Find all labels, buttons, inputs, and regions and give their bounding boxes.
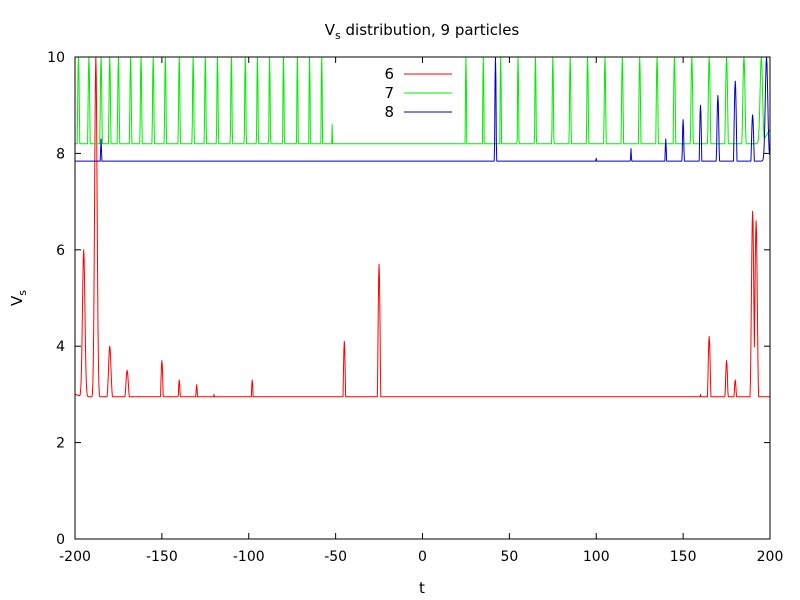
x-tick-label: -100	[233, 549, 265, 565]
y-tick-label: 2	[56, 436, 65, 452]
series-7-line	[75, 57, 770, 145]
x-tick-label: 150	[670, 549, 697, 565]
y-tick-label: 8	[56, 146, 65, 162]
x-tick-label: 50	[500, 549, 518, 565]
legend: 678	[384, 65, 452, 121]
x-axis-title: t	[419, 579, 425, 597]
x-tick-label: 200	[757, 549, 784, 565]
tick-layer: -200 -150 -100 -50 0 50 100 150 200 0 2 4 6 8 10	[47, 50, 783, 565]
chart-title: Vs distribution, 9 particles	[325, 21, 520, 42]
legend-label-6: 6	[384, 65, 394, 83]
legend-label-8: 8	[384, 103, 394, 121]
y-tick-label: 10	[47, 50, 65, 66]
y-tick-label: 0	[56, 532, 65, 548]
legend-label-7: 7	[384, 84, 394, 102]
series-layer	[75, 57, 770, 398]
y-tick-label: 4	[56, 339, 65, 355]
x-tick-label: -200	[59, 549, 91, 565]
series-6-line	[75, 57, 770, 398]
y-axis-title: Vs	[8, 290, 29, 306]
x-tick-label: 100	[583, 549, 610, 565]
x-tick-label: 0	[418, 549, 427, 565]
y-tick-label: 6	[56, 243, 65, 259]
x-tick-label: -150	[146, 549, 178, 565]
series-8-line	[75, 57, 770, 162]
x-tick-label: -50	[324, 549, 347, 565]
plot-frame	[74, 56, 771, 540]
